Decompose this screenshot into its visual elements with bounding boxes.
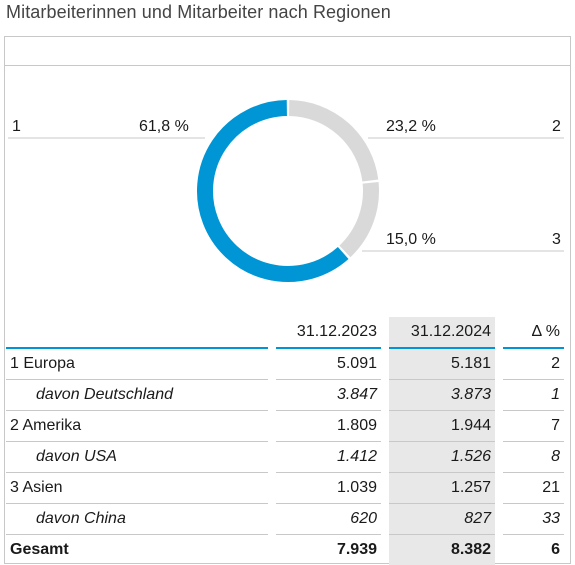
donut-slice-2 [288, 100, 379, 182]
donut-slices [197, 100, 379, 282]
row-label: davon USA [6, 441, 268, 473]
slice-3-index: 3 [552, 231, 561, 248]
cell-delta: 21 [503, 472, 564, 504]
table-row: davon USA 1.412 1.526 8 [6, 441, 564, 473]
header-2024: 31.12.2024 [389, 317, 495, 349]
cell-delta: 8 [503, 441, 564, 473]
row-label: 2 Amerika [6, 410, 268, 442]
row-label: 1 Europa [6, 348, 268, 380]
slice-1-label: 61,8 % [139, 118, 189, 135]
region-table: 31.12.2023 31.12.2024 Δ % 1 Europa 5.091 5… [6, 317, 564, 565]
slice-2-label: 23,2 % [386, 118, 436, 135]
cell-2023: 7.939 [336, 540, 377, 558]
row-label: davon China [6, 503, 268, 535]
cell-2024: 3.873 [389, 379, 495, 411]
donut-slice-1 [197, 100, 349, 282]
cell-2024: 1.944 [389, 410, 495, 442]
table-row: 2 Amerika 1.809 1.944 7 [6, 410, 564, 442]
cell-2024: 1.257 [389, 472, 495, 504]
cell-2023: 5.091 [276, 348, 381, 380]
cell-2023: 1.412 [276, 441, 381, 473]
cell-2024: 8.382 [389, 534, 495, 565]
slice-1-index: 1 [12, 118, 21, 135]
donut-slice-3 [339, 181, 379, 258]
row-label: davon Deutschland [6, 379, 268, 411]
header-label [6, 317, 268, 349]
cell-delta: 6 [551, 540, 560, 558]
cell-2024: 827 [389, 503, 495, 535]
cell-2024: 1.526 [389, 441, 495, 473]
slice-2-index: 2 [552, 118, 561, 135]
row-label: 3 Asien [6, 472, 268, 504]
table-row: davon Deutschland 3.847 3.873 1 [6, 379, 564, 411]
cell-2023: 3.847 [276, 379, 381, 411]
cell-2023: 1.039 [276, 472, 381, 504]
cell-delta: 1 [503, 379, 564, 411]
table-header-row: 31.12.2023 31.12.2024 Δ % [6, 317, 564, 349]
chart-title: Mitarbeiterinnen und Mitarbeiter nach Re… [6, 2, 391, 22]
frame-divider [5, 65, 570, 66]
slice-3-label: 15,0 % [386, 231, 436, 248]
table-row: 1 Europa 5.091 5.181 2 [6, 348, 564, 380]
leader-lines [8, 137, 564, 252]
cell-2023: 1.809 [276, 410, 381, 442]
cell-2023: 620 [276, 503, 381, 535]
cell-delta: 7 [503, 410, 564, 442]
table-row: 3 Asien 1.039 1.257 21 [6, 472, 564, 504]
header-delta: Δ % [503, 317, 564, 349]
cell-2024: 5.181 [389, 348, 495, 380]
table-row: davon China 620 827 33 [6, 503, 564, 535]
cell-delta: 33 [503, 503, 564, 535]
cell-delta: 2 [503, 348, 564, 380]
donut-chart [8, 100, 564, 282]
chart-frame [4, 36, 571, 564]
table-row: Gesamt 7.939 8.382 6 [6, 534, 564, 565]
row-label: Gesamt [10, 540, 69, 558]
header-2023: 31.12.2023 [276, 317, 381, 349]
